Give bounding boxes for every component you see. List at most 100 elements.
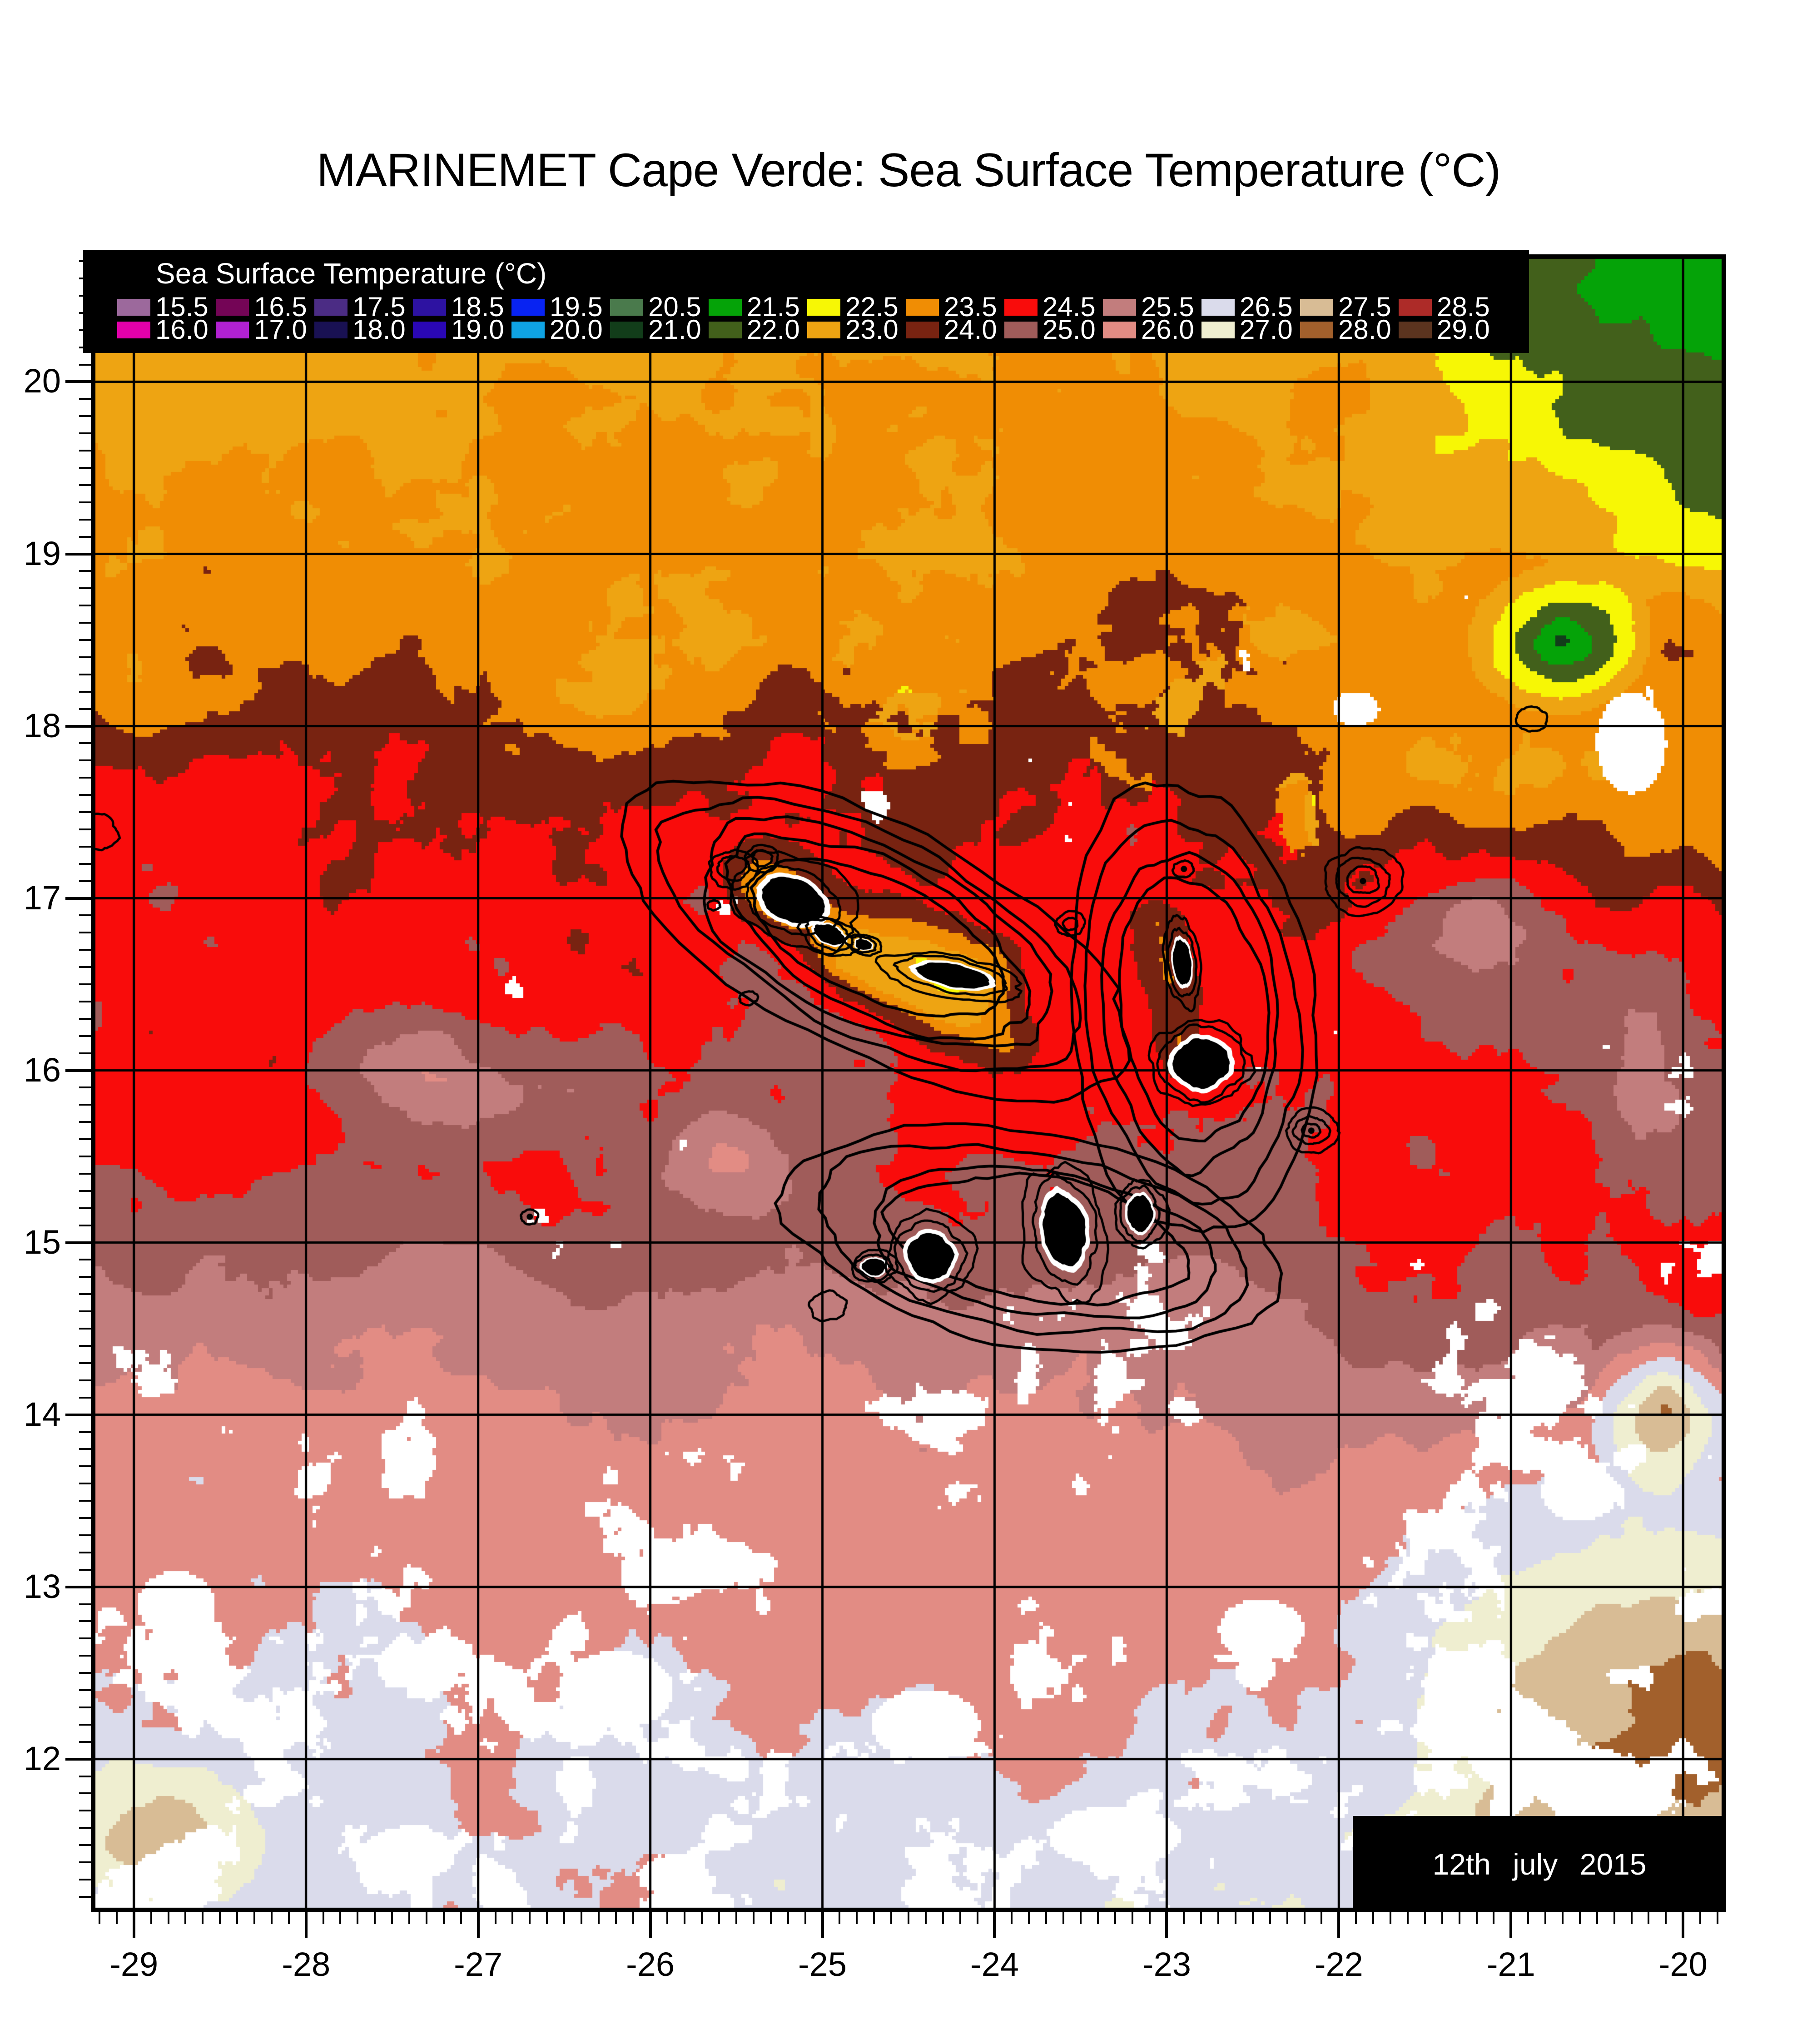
legend-label-25.5: 25.5 xyxy=(1141,292,1194,322)
x-minor-tick xyxy=(1596,1912,1598,1924)
x-minor-tick xyxy=(1079,1912,1082,1924)
x-minor-tick xyxy=(115,1912,118,1924)
x-minor-tick xyxy=(1665,1912,1667,1924)
y-major-tick xyxy=(65,1241,91,1244)
legend-swatch-23.5 xyxy=(906,299,939,316)
y-minor-tick xyxy=(79,742,91,744)
y-minor-tick xyxy=(79,1328,91,1330)
y-minor-tick xyxy=(79,518,91,521)
legend-swatch-20.0 xyxy=(511,322,545,338)
y-minor-tick xyxy=(79,1723,91,1726)
legend-swatch-28.0 xyxy=(1300,322,1333,338)
legend-label-23.0: 23.0 xyxy=(845,314,899,345)
y-minor-tick xyxy=(79,1620,91,1622)
x-minor-tick xyxy=(408,1912,411,1924)
x-minor-tick xyxy=(735,1912,738,1924)
y-minor-tick xyxy=(79,1551,91,1553)
y-major-tick xyxy=(65,380,91,383)
y-minor-tick xyxy=(79,1844,91,1846)
x-minor-tick xyxy=(184,1912,187,1924)
date-box: 12th july 2015 xyxy=(1353,1816,1726,1912)
y-minor-tick xyxy=(79,1138,91,1141)
x-minor-tick xyxy=(546,1912,548,1924)
y-minor-tick xyxy=(79,777,91,779)
legend-swatch-22.5 xyxy=(807,299,840,316)
x-minor-tick xyxy=(460,1912,462,1924)
date-label: 12th july 2015 xyxy=(1432,1847,1647,1881)
x-minor-tick xyxy=(701,1912,703,1924)
x-minor-tick xyxy=(442,1912,445,1924)
x-minor-tick xyxy=(202,1912,204,1924)
y-major-tick xyxy=(65,1585,91,1588)
y-minor-tick xyxy=(79,673,91,675)
x-minor-tick xyxy=(959,1912,961,1924)
y-minor-tick xyxy=(79,1345,91,1347)
page-title: MARINEMET Cape Verde: Sea Surface Temper… xyxy=(316,144,1501,197)
legend-swatch-27.0 xyxy=(1201,322,1235,338)
y-minor-tick xyxy=(79,690,91,693)
y-tick-label-15: 15 xyxy=(23,1223,61,1261)
y-minor-tick xyxy=(79,914,91,917)
x-minor-tick xyxy=(167,1912,169,1924)
x-minor-tick xyxy=(1131,1912,1133,1924)
y-tick-label-18: 18 xyxy=(23,706,61,744)
legend-label-19.5: 19.5 xyxy=(550,292,603,322)
x-minor-tick xyxy=(1045,1912,1048,1924)
x-minor-tick xyxy=(339,1912,342,1924)
y-minor-tick xyxy=(79,1706,91,1708)
legend-swatch-22.0 xyxy=(709,322,742,338)
y-minor-tick xyxy=(79,1035,91,1037)
y-major-tick xyxy=(65,1069,91,1072)
y-minor-tick xyxy=(79,1534,91,1536)
y-major-tick xyxy=(65,897,91,900)
x-minor-tick xyxy=(1183,1912,1185,1924)
x-major-tick xyxy=(304,1912,308,1938)
y-minor-tick xyxy=(79,880,91,882)
x-tick-label--22: -22 xyxy=(1314,1945,1363,1983)
x-minor-tick xyxy=(1269,1912,1271,1924)
legend-box: Sea Surface Temperature (°C) 15.5 16.5 17.… xyxy=(83,250,1529,353)
x-minor-tick xyxy=(1028,1912,1030,1924)
x-minor-tick xyxy=(219,1912,221,1924)
y-tick-label-20: 20 xyxy=(23,362,61,400)
legend-label-26.5: 26.5 xyxy=(1240,292,1293,322)
x-major-tick xyxy=(1509,1912,1513,1938)
y-minor-tick xyxy=(79,450,91,452)
y-minor-tick xyxy=(79,1878,91,1880)
x-minor-tick xyxy=(511,1912,514,1924)
y-minor-tick xyxy=(79,1568,91,1571)
x-minor-tick xyxy=(684,1912,686,1924)
y-tick-label-13: 13 xyxy=(23,1567,61,1605)
y-minor-tick xyxy=(79,1500,91,1502)
y-minor-tick xyxy=(79,466,91,469)
x-major-tick xyxy=(993,1912,996,1938)
legend-label-24.0: 24.0 xyxy=(944,314,997,345)
y-minor-tick xyxy=(79,1104,91,1106)
y-minor-tick xyxy=(79,1000,91,1002)
x-minor-tick xyxy=(1114,1912,1116,1924)
y-minor-tick xyxy=(79,1775,91,1777)
x-minor-tick xyxy=(391,1912,393,1924)
legend-swatch-18.0 xyxy=(314,322,348,338)
legend-swatch-21.5 xyxy=(709,299,742,316)
y-minor-tick xyxy=(79,1276,91,1278)
legend-label-27.5: 27.5 xyxy=(1338,292,1391,322)
y-minor-tick xyxy=(79,1086,91,1089)
x-tick-label--23: -23 xyxy=(1142,1945,1191,1983)
legend-label-24.5: 24.5 xyxy=(1043,292,1096,322)
legend-swatch-26.0 xyxy=(1103,322,1136,338)
y-minor-tick xyxy=(79,1448,91,1450)
legend-swatch-26.5 xyxy=(1201,299,1235,316)
y-minor-tick xyxy=(79,1310,91,1313)
legend-swatch-29.0 xyxy=(1399,322,1432,338)
legend-label-23.5: 23.5 xyxy=(944,292,997,322)
x-minor-tick xyxy=(1217,1912,1220,1924)
y-minor-tick xyxy=(79,1603,91,1605)
x-minor-tick xyxy=(1355,1912,1357,1924)
legend-swatch-19.5 xyxy=(511,299,545,316)
y-minor-tick xyxy=(79,932,91,934)
legend-swatch-27.5 xyxy=(1300,299,1333,316)
legend-label-29.0: 29.0 xyxy=(1437,314,1490,345)
y-minor-tick xyxy=(79,605,91,607)
legend-label-22.0: 22.0 xyxy=(747,314,800,345)
